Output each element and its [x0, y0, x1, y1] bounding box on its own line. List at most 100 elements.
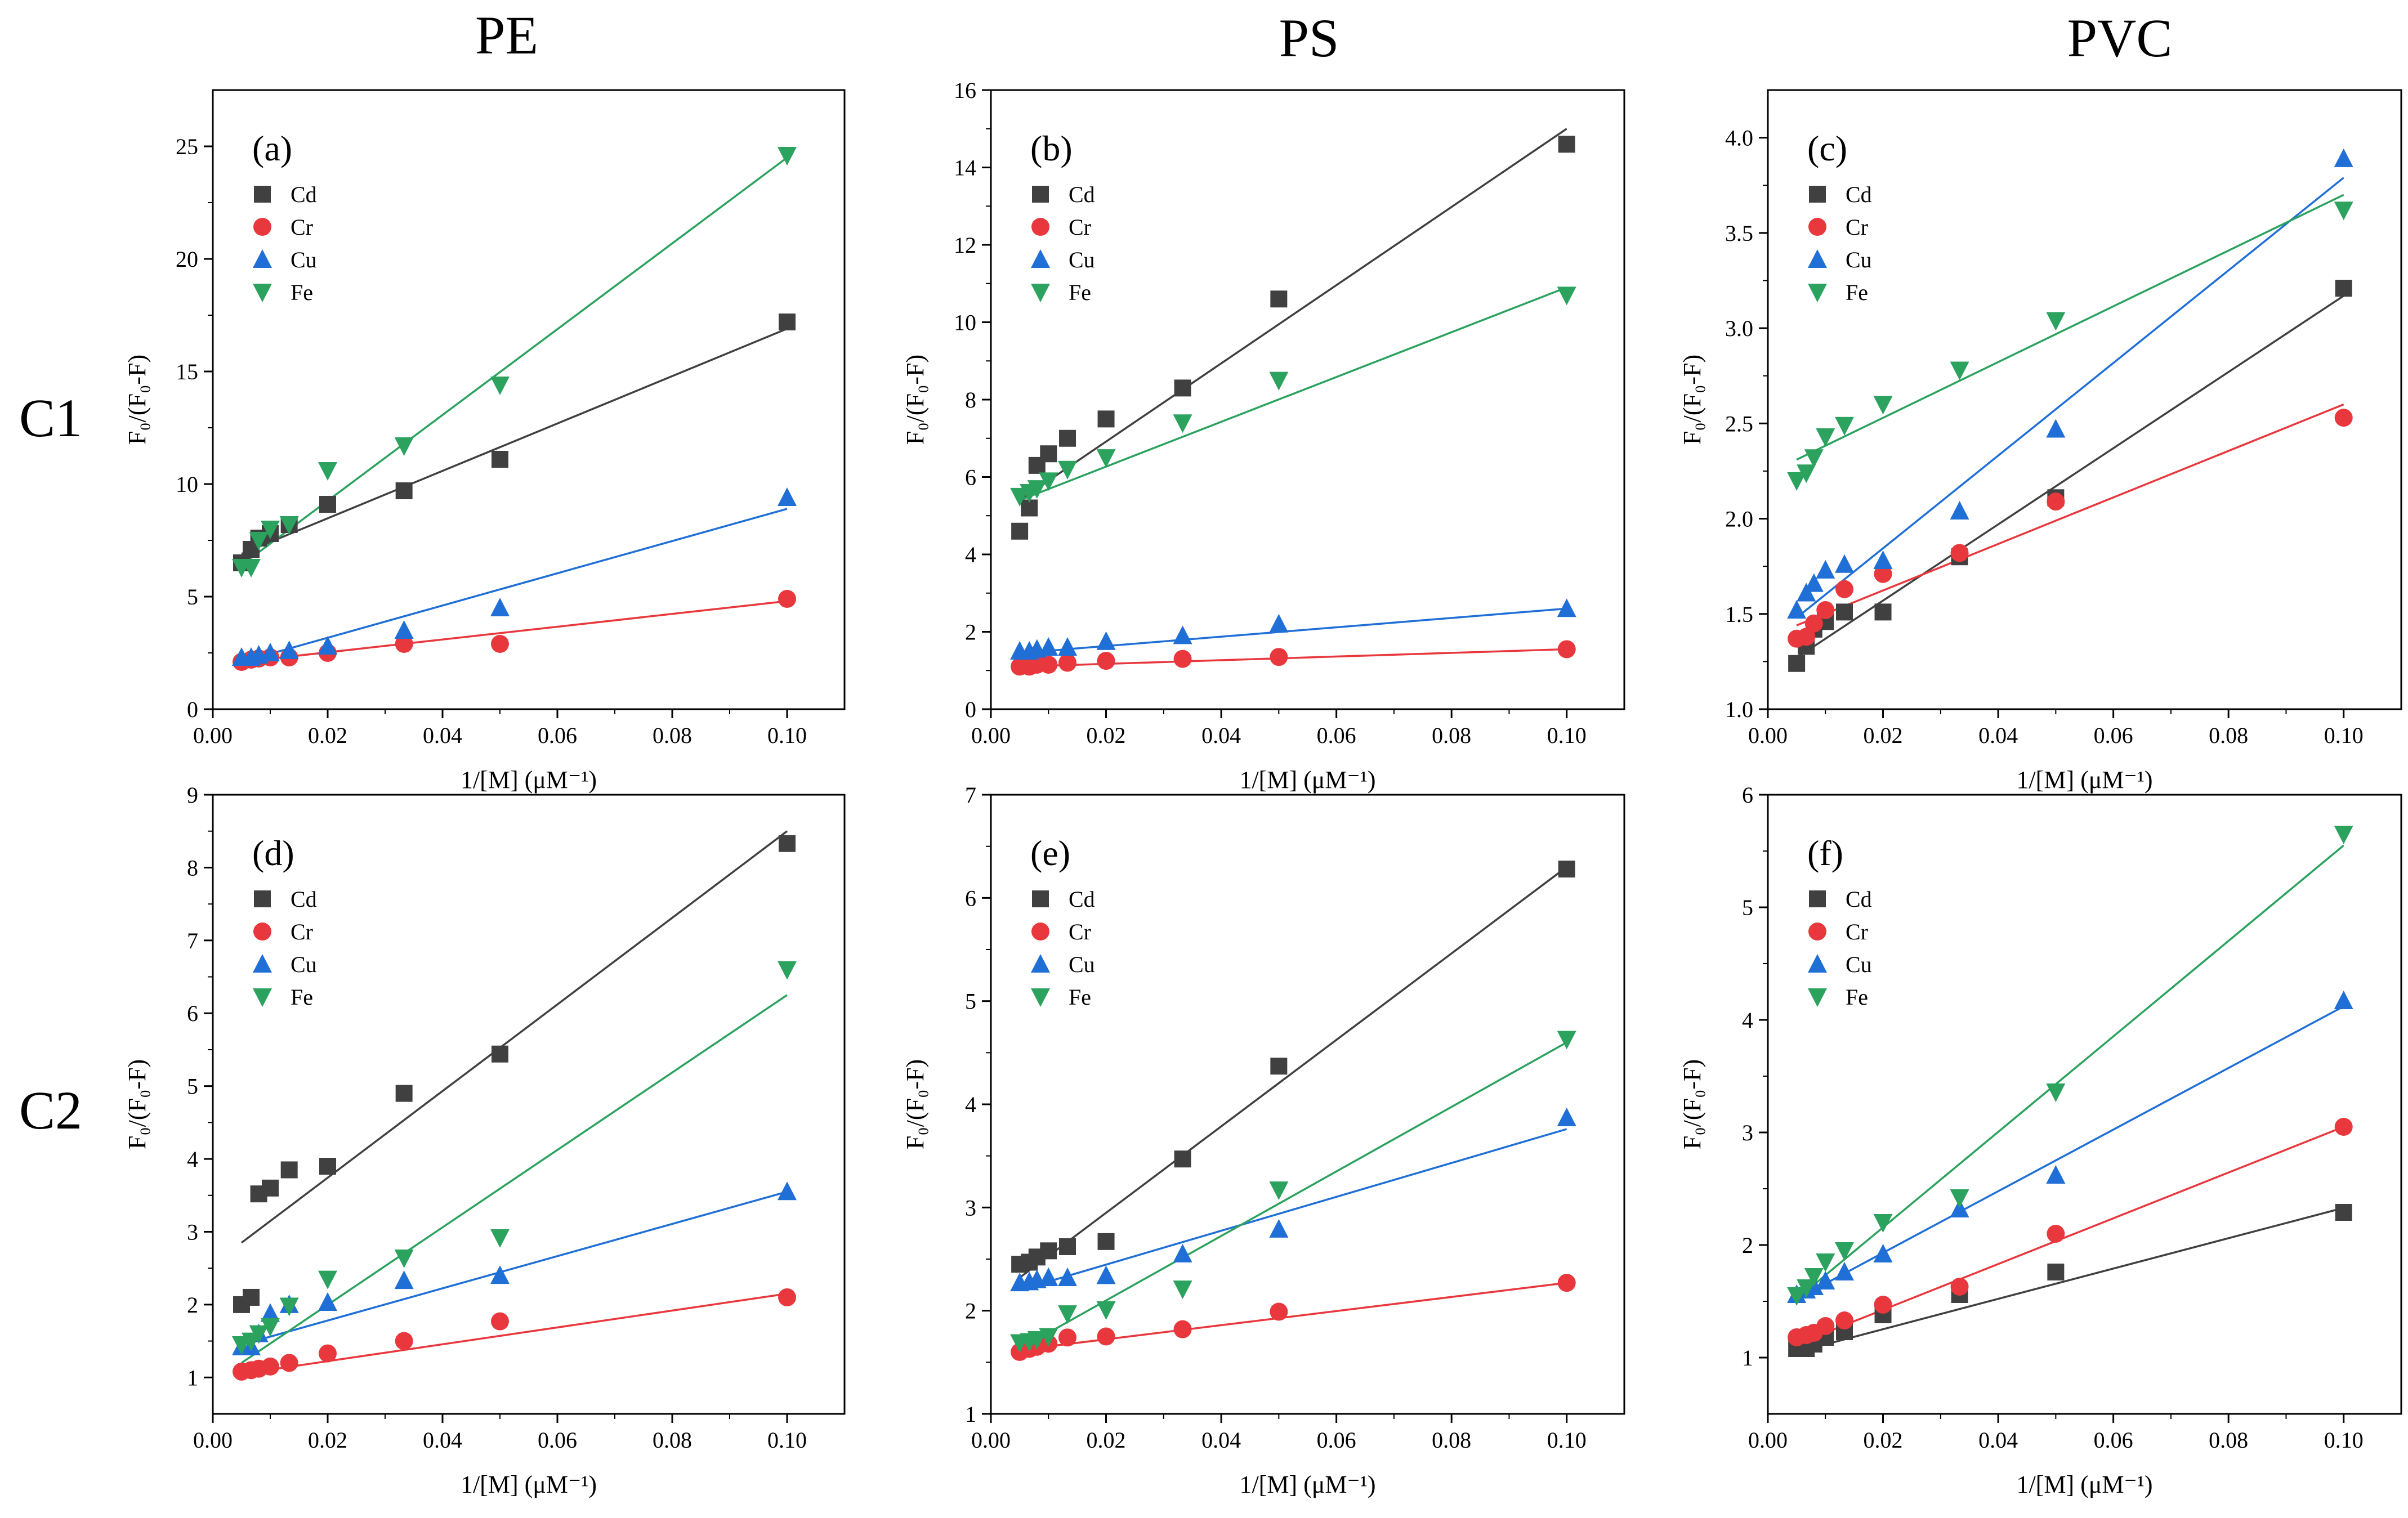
data-point-cr — [1950, 1278, 1969, 1296]
y-tick-label: 4 — [965, 1092, 976, 1117]
fit-line-cu — [1796, 177, 2344, 619]
y-tick-label: 10 — [176, 472, 198, 497]
data-point-cu — [261, 643, 280, 661]
data-point-fe — [778, 147, 797, 165]
data-point-cd — [1788, 655, 1806, 672]
legend-marker-cu — [1031, 954, 1050, 973]
legend-marker-cr — [253, 923, 271, 941]
legend-marker-fe — [1031, 284, 1050, 302]
data-point-cu — [1173, 625, 1192, 644]
x-tick-label: 0.10 — [1547, 723, 1587, 748]
x-tick-label: 0.00 — [971, 723, 1011, 748]
x-tick-label: 0.02 — [1087, 1427, 1126, 1453]
data-point-cr — [2334, 1118, 2353, 1136]
x-tick-label: 0.04 — [1201, 1427, 1241, 1453]
x-tick-label: 0.04 — [423, 1427, 462, 1453]
x-tick-label: 0.00 — [193, 1427, 233, 1453]
x-tick-label: 0.06 — [2094, 1427, 2133, 1453]
x-tick-label: 0.08 — [653, 1427, 692, 1453]
data-point-cr — [1835, 1311, 1854, 1329]
data-point-fe — [1173, 1280, 1192, 1300]
data-point-cr — [1874, 565, 1892, 583]
x-tick-label: 0.10 — [2324, 1427, 2364, 1453]
fit-line-cd — [240, 830, 788, 1244]
plot-frame — [212, 89, 846, 710]
legend-label-cu: Cu — [1069, 952, 1095, 977]
data-point-fe — [1269, 1181, 1289, 1201]
legend-marker-cr — [1808, 923, 1826, 941]
data-point-fe — [1797, 1279, 1816, 1298]
y-tick-label: 2.5 — [1725, 411, 1753, 436]
x-tick-label: 0.00 — [1748, 723, 1788, 748]
legend-label-cd: Cd — [1069, 886, 1095, 912]
legend-marker-cu — [1808, 954, 1827, 973]
y-tick-label: 2 — [1742, 1233, 1753, 1258]
x-tick-label: 0.02 — [1864, 1427, 1903, 1453]
y-tick-label: 5 — [965, 989, 976, 1014]
column-title-pvc: PVC — [2067, 8, 2173, 68]
data-point-cu — [261, 1303, 280, 1322]
y-tick-label: 16 — [954, 78, 976, 103]
legend-label-cu: Cu — [291, 247, 317, 272]
data-point-cu — [1096, 1265, 1116, 1284]
y-tick-label: 2 — [965, 620, 976, 645]
data-point-cr — [2334, 409, 2353, 427]
y-tick-label: 1.0 — [1725, 697, 1753, 722]
data-point-cr — [1039, 655, 1058, 674]
data-point-cr — [778, 1288, 796, 1306]
data-point-cu — [1787, 600, 1807, 619]
y-tick-label: 6 — [1742, 782, 1753, 808]
data-point-cd — [2335, 280, 2352, 297]
fit-line-cd — [1796, 295, 2344, 659]
data-point-cu — [778, 1181, 797, 1201]
legend-marker-cr — [1031, 923, 1049, 941]
data-point-cr — [491, 1312, 509, 1331]
data-point-fe — [1787, 1287, 1807, 1306]
legend-label-fe: Fe — [1069, 280, 1091, 305]
x-tick-label: 0.04 — [1978, 1427, 2018, 1453]
fit-line-fe — [1019, 1041, 1567, 1350]
x-tick-label: 0.06 — [1317, 723, 1356, 748]
panel-c: 0.00 0.02 0.04 0.06 0.08 0.10 1.0 1.5 2.0 2.5 3.0 3… — [1678, 89, 2402, 794]
fit-line-cd — [1796, 1207, 2344, 1353]
y-tick-label: 20 — [176, 247, 198, 272]
y-axis-label: F₀/(F₀-F) — [123, 355, 151, 445]
data-point-fe — [1027, 1331, 1047, 1350]
x-tick-label: 0.08 — [653, 723, 692, 748]
legend-marker-cd — [254, 890, 271, 907]
panel-label: (d) — [252, 833, 294, 873]
data-point-cu — [1039, 1268, 1058, 1286]
y-axis-label: F₀/(F₀-F) — [123, 1059, 151, 1149]
legend-label-cr: Cr — [291, 214, 313, 240]
data-point-fe — [394, 437, 414, 456]
data-point-cd — [2047, 1264, 2065, 1280]
data-point-cr — [1173, 650, 1192, 668]
data-point-fe — [778, 961, 797, 980]
x-tick-label: 0.00 — [193, 723, 233, 748]
data-point-cr — [1058, 653, 1077, 672]
x-tick-label: 0.06 — [2094, 723, 2133, 748]
x-tick-label: 0.06 — [1317, 1427, 1356, 1453]
column-title-ps: PS — [1279, 8, 1339, 68]
x-tick-label: 0.06 — [538, 723, 577, 748]
data-point-cr — [1835, 580, 1854, 598]
x-tick-label: 0.08 — [1432, 723, 1471, 748]
x-axis-label: 1/[M] (μM⁻¹) — [2016, 1471, 2152, 1498]
data-point-cr — [1173, 1320, 1192, 1338]
y-tick-label: 6 — [965, 885, 976, 911]
y-tick-label: 3 — [1742, 1120, 1753, 1145]
data-point-fe — [1557, 286, 1576, 306]
panel-f: 0.00 0.02 0.04 0.06 0.08 0.10 1 2 3 4 5 6 1/[M] (μM⁻… — [1678, 782, 2402, 1498]
legend-marker-cd — [1809, 890, 1826, 907]
data-point-fe — [261, 1318, 280, 1337]
legend-label-cr: Cr — [1069, 919, 1091, 944]
y-tick-label: 4 — [1742, 1007, 1753, 1033]
data-point-fe — [1873, 396, 1893, 415]
data-point-cr — [261, 1357, 279, 1376]
data-point-cr — [1270, 1302, 1288, 1321]
x-tick-label: 0.02 — [1864, 723, 1903, 748]
data-point-cd — [1059, 1238, 1076, 1255]
data-point-cd — [1874, 603, 1892, 621]
y-tick-label: 5 — [1742, 895, 1753, 920]
y-tick-label: 9 — [187, 782, 198, 808]
